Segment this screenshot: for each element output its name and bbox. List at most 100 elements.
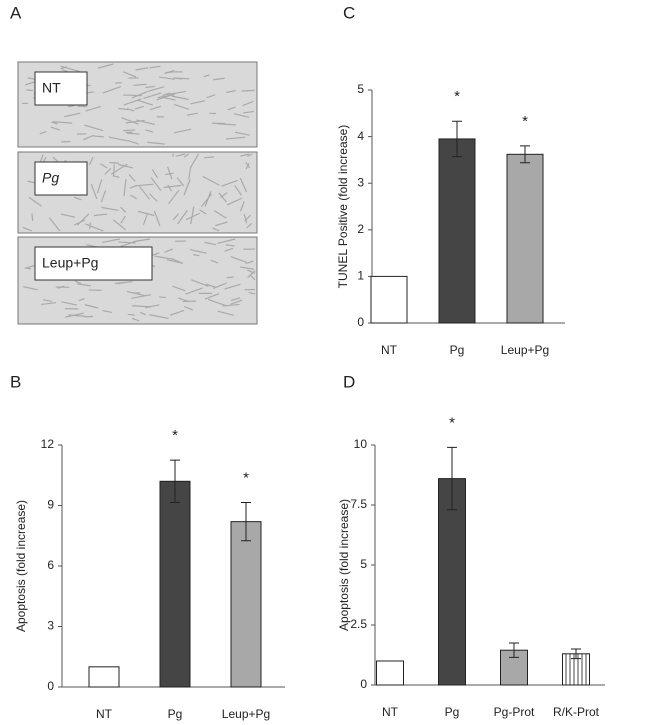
x-tick-label: R/K-Prot (553, 705, 600, 719)
cell-texture (90, 183, 98, 200)
cell-texture (166, 259, 182, 264)
cell-texture (230, 297, 241, 302)
cell-texture (200, 193, 213, 207)
cell-texture (99, 163, 108, 169)
cell-texture (120, 215, 126, 224)
cell-texture (126, 290, 146, 297)
cell-texture (226, 90, 236, 94)
cell-texture (68, 314, 85, 317)
cell-texture (166, 90, 187, 96)
cell-texture (123, 71, 137, 78)
x-tick-label: Pg (450, 343, 465, 357)
cell-texture (52, 121, 73, 124)
cell-texture (101, 238, 120, 244)
cell-texture (74, 280, 82, 285)
cell-texture (166, 166, 173, 180)
cell-texture (22, 226, 32, 232)
cell-texture (84, 124, 104, 132)
cell-texture (41, 302, 57, 306)
cell-texture (158, 76, 175, 80)
cell-texture (149, 65, 161, 69)
cell-texture (185, 212, 201, 221)
cell-texture (143, 92, 162, 100)
cell-texture (60, 213, 76, 218)
cell-texture (134, 105, 144, 110)
cell-texture (224, 247, 234, 252)
cell-texture (172, 213, 179, 221)
bar (370, 275, 408, 324)
cell-texture (204, 191, 212, 207)
cell-texture (135, 67, 149, 71)
image-label: NT (42, 80, 61, 96)
cell-texture (156, 92, 176, 101)
cell-texture (242, 100, 254, 107)
cell-texture (173, 128, 192, 134)
error-bar (509, 642, 519, 658)
y-tick-label: 1 (357, 269, 364, 283)
cell-texture (217, 238, 236, 245)
cell-texture (230, 299, 243, 305)
cell-texture (149, 105, 162, 111)
cell-texture (217, 310, 234, 316)
cell-texture (227, 106, 236, 111)
cell-texture (85, 105, 101, 112)
bar (159, 480, 191, 688)
cell-texture (118, 107, 129, 111)
cell-texture (244, 214, 251, 222)
error-bar (520, 145, 530, 164)
cell-texture (112, 219, 126, 231)
cell-texture (48, 217, 61, 232)
cell-texture (85, 223, 104, 232)
y-tick-label: 2.5 (350, 617, 367, 631)
cell-texture (191, 279, 209, 287)
cell-texture (120, 206, 127, 213)
cell-texture (138, 210, 155, 217)
cell-texture (151, 169, 159, 179)
cell-texture (184, 305, 194, 311)
cell-texture (171, 95, 189, 101)
cell-texture (171, 153, 175, 157)
cell-texture (193, 254, 200, 257)
cell-texture (150, 177, 162, 192)
error-bar (241, 501, 251, 542)
cell-texture (225, 136, 246, 140)
cell-texture (173, 77, 182, 80)
y-tick-label: 5 (357, 82, 364, 96)
cell-texture (217, 123, 236, 126)
cell-texture (190, 206, 195, 225)
y-tick-label: 4 (357, 129, 364, 143)
cell-texture (218, 192, 227, 203)
panel-letter: C (343, 3, 355, 22)
cell-texture (101, 206, 119, 212)
cell-texture (165, 172, 174, 176)
cell-texture (247, 270, 256, 278)
y-tick-label: 3 (47, 619, 54, 633)
cell-texture (204, 293, 220, 300)
bar (438, 138, 476, 324)
cell-texture (127, 313, 135, 316)
cell-texture (131, 294, 152, 299)
y-axis-label: Apoptosis (fold increase) (14, 500, 28, 632)
cell-texture (225, 244, 235, 247)
cell-texture (147, 141, 165, 145)
cell-texture (230, 256, 247, 263)
cell-texture (175, 153, 186, 157)
cell-texture (92, 135, 104, 138)
cell-texture (83, 134, 94, 141)
panel-letter: B (10, 372, 21, 391)
cell-texture (239, 201, 245, 212)
cell-texture (102, 86, 121, 94)
bar (506, 153, 544, 324)
image-label-box (34, 71, 88, 106)
cell-texture (149, 193, 158, 202)
cell-texture (42, 299, 52, 303)
cell-texture (133, 83, 147, 86)
significance-mark: * (522, 113, 528, 130)
x-tick-label: Leup+Pg (501, 343, 549, 357)
cell-texture (163, 184, 182, 189)
cell-texture (93, 213, 108, 217)
cell-texture (190, 100, 206, 105)
cell-texture (183, 179, 191, 196)
image-label-box (34, 246, 153, 281)
cell-texture (167, 184, 173, 192)
